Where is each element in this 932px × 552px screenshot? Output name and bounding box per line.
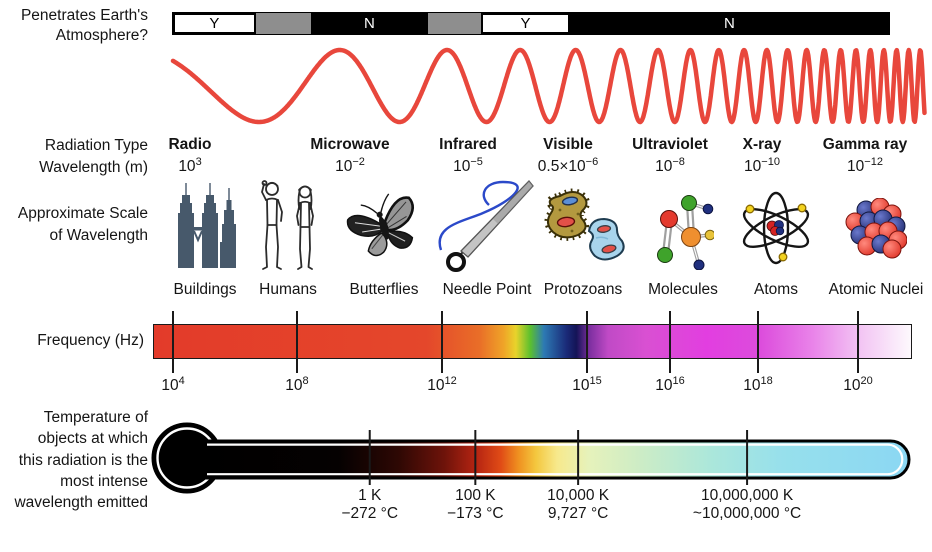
frequency-gradient-bar xyxy=(153,324,912,359)
scale-label-humans: Humans xyxy=(259,281,317,298)
scale-label-buildings: Buildings xyxy=(173,281,237,298)
scale-label-molecules: Molecules xyxy=(648,281,718,298)
frequency-tick-label: 1020 xyxy=(843,374,873,394)
scale-row-label: Approximate Scale of Wavelength xyxy=(17,205,148,244)
thermometer xyxy=(151,422,911,494)
wavelength-value: 10−2 xyxy=(335,155,365,175)
band-radio: Radio 103 xyxy=(168,134,211,177)
band-gamma: Gamma ray 10−12 xyxy=(823,134,907,177)
wavelength-value: 0.5×10−6 xyxy=(537,155,599,175)
atmosphere-segment-yes: Y xyxy=(481,13,570,34)
wavelength-value: 10−10 xyxy=(744,155,780,175)
atmosphere-segment-partial xyxy=(428,13,482,34)
band-infrared: Infrared 10−5 xyxy=(439,134,497,177)
molecule-icon xyxy=(657,195,714,270)
frequency-row-label: Frequency (Hz) xyxy=(37,332,144,349)
scale-label-butterflies: Butterflies xyxy=(349,281,419,298)
wavelength-value: 10−5 xyxy=(453,155,483,175)
wavelength-value: 10−12 xyxy=(847,155,883,175)
humans-icon xyxy=(261,180,314,270)
needle-icon xyxy=(438,180,534,272)
scale-label-needle-point: Needle Point xyxy=(442,281,532,298)
atomic-nuclei-icon xyxy=(845,198,907,259)
wavelength-value: 10−8 xyxy=(655,155,685,175)
frequency-tick-label: 1012 xyxy=(427,374,457,394)
scale-label-atomic-nuclei: Atomic Nuclei xyxy=(828,281,924,298)
protozoans-icon xyxy=(544,188,625,261)
band-ultraviolet: Ultraviolet 10−8 xyxy=(632,134,708,177)
band-visible: Visible 0.5×10−6 xyxy=(538,134,598,177)
scale-label-atoms: Atoms xyxy=(754,281,798,298)
wavelength-wave xyxy=(170,47,927,125)
frequency-scale: 104 108 1012 1015 1016 1018 1020 xyxy=(153,311,912,403)
frequency-tick-label: 1018 xyxy=(743,374,773,394)
frequency-tick-label: 104 xyxy=(161,374,185,394)
thermometer-tube xyxy=(205,441,909,478)
atmosphere-bar: Y N Y N xyxy=(172,12,890,35)
buildings-icon xyxy=(178,183,236,268)
frequency-tick-label: 108 xyxy=(285,374,309,394)
frequency-tick-label: 1015 xyxy=(572,374,602,394)
frequency-tick-label: 1016 xyxy=(655,374,685,394)
atmosphere-segment-yes: Y xyxy=(173,13,256,34)
atmosphere-row-label: Penetrates Earth's Atmosphere? xyxy=(20,7,148,44)
wavelength-value: 103 xyxy=(178,155,202,175)
temperature-tick-labels: 1 K −272 °C 100 K −173 °C 10,000 K 9,727… xyxy=(341,487,802,522)
atom-icon xyxy=(742,191,810,265)
scale-label-protozoans: Protozoans xyxy=(543,281,623,298)
temperature-row-label: Temperature of objects at which this rad… xyxy=(14,409,148,512)
atmosphere-segment-partial xyxy=(255,13,311,34)
band-xray: X-ray 10−10 xyxy=(743,134,782,177)
atmosphere-segment-no: N xyxy=(310,13,429,34)
radiation-type-row-label: Radiation Type Wavelength (m) xyxy=(39,137,148,176)
butterfly-icon xyxy=(346,193,414,257)
band-microwave: Microwave 10−2 xyxy=(310,134,389,177)
atmosphere-segment-no: N xyxy=(569,13,889,34)
